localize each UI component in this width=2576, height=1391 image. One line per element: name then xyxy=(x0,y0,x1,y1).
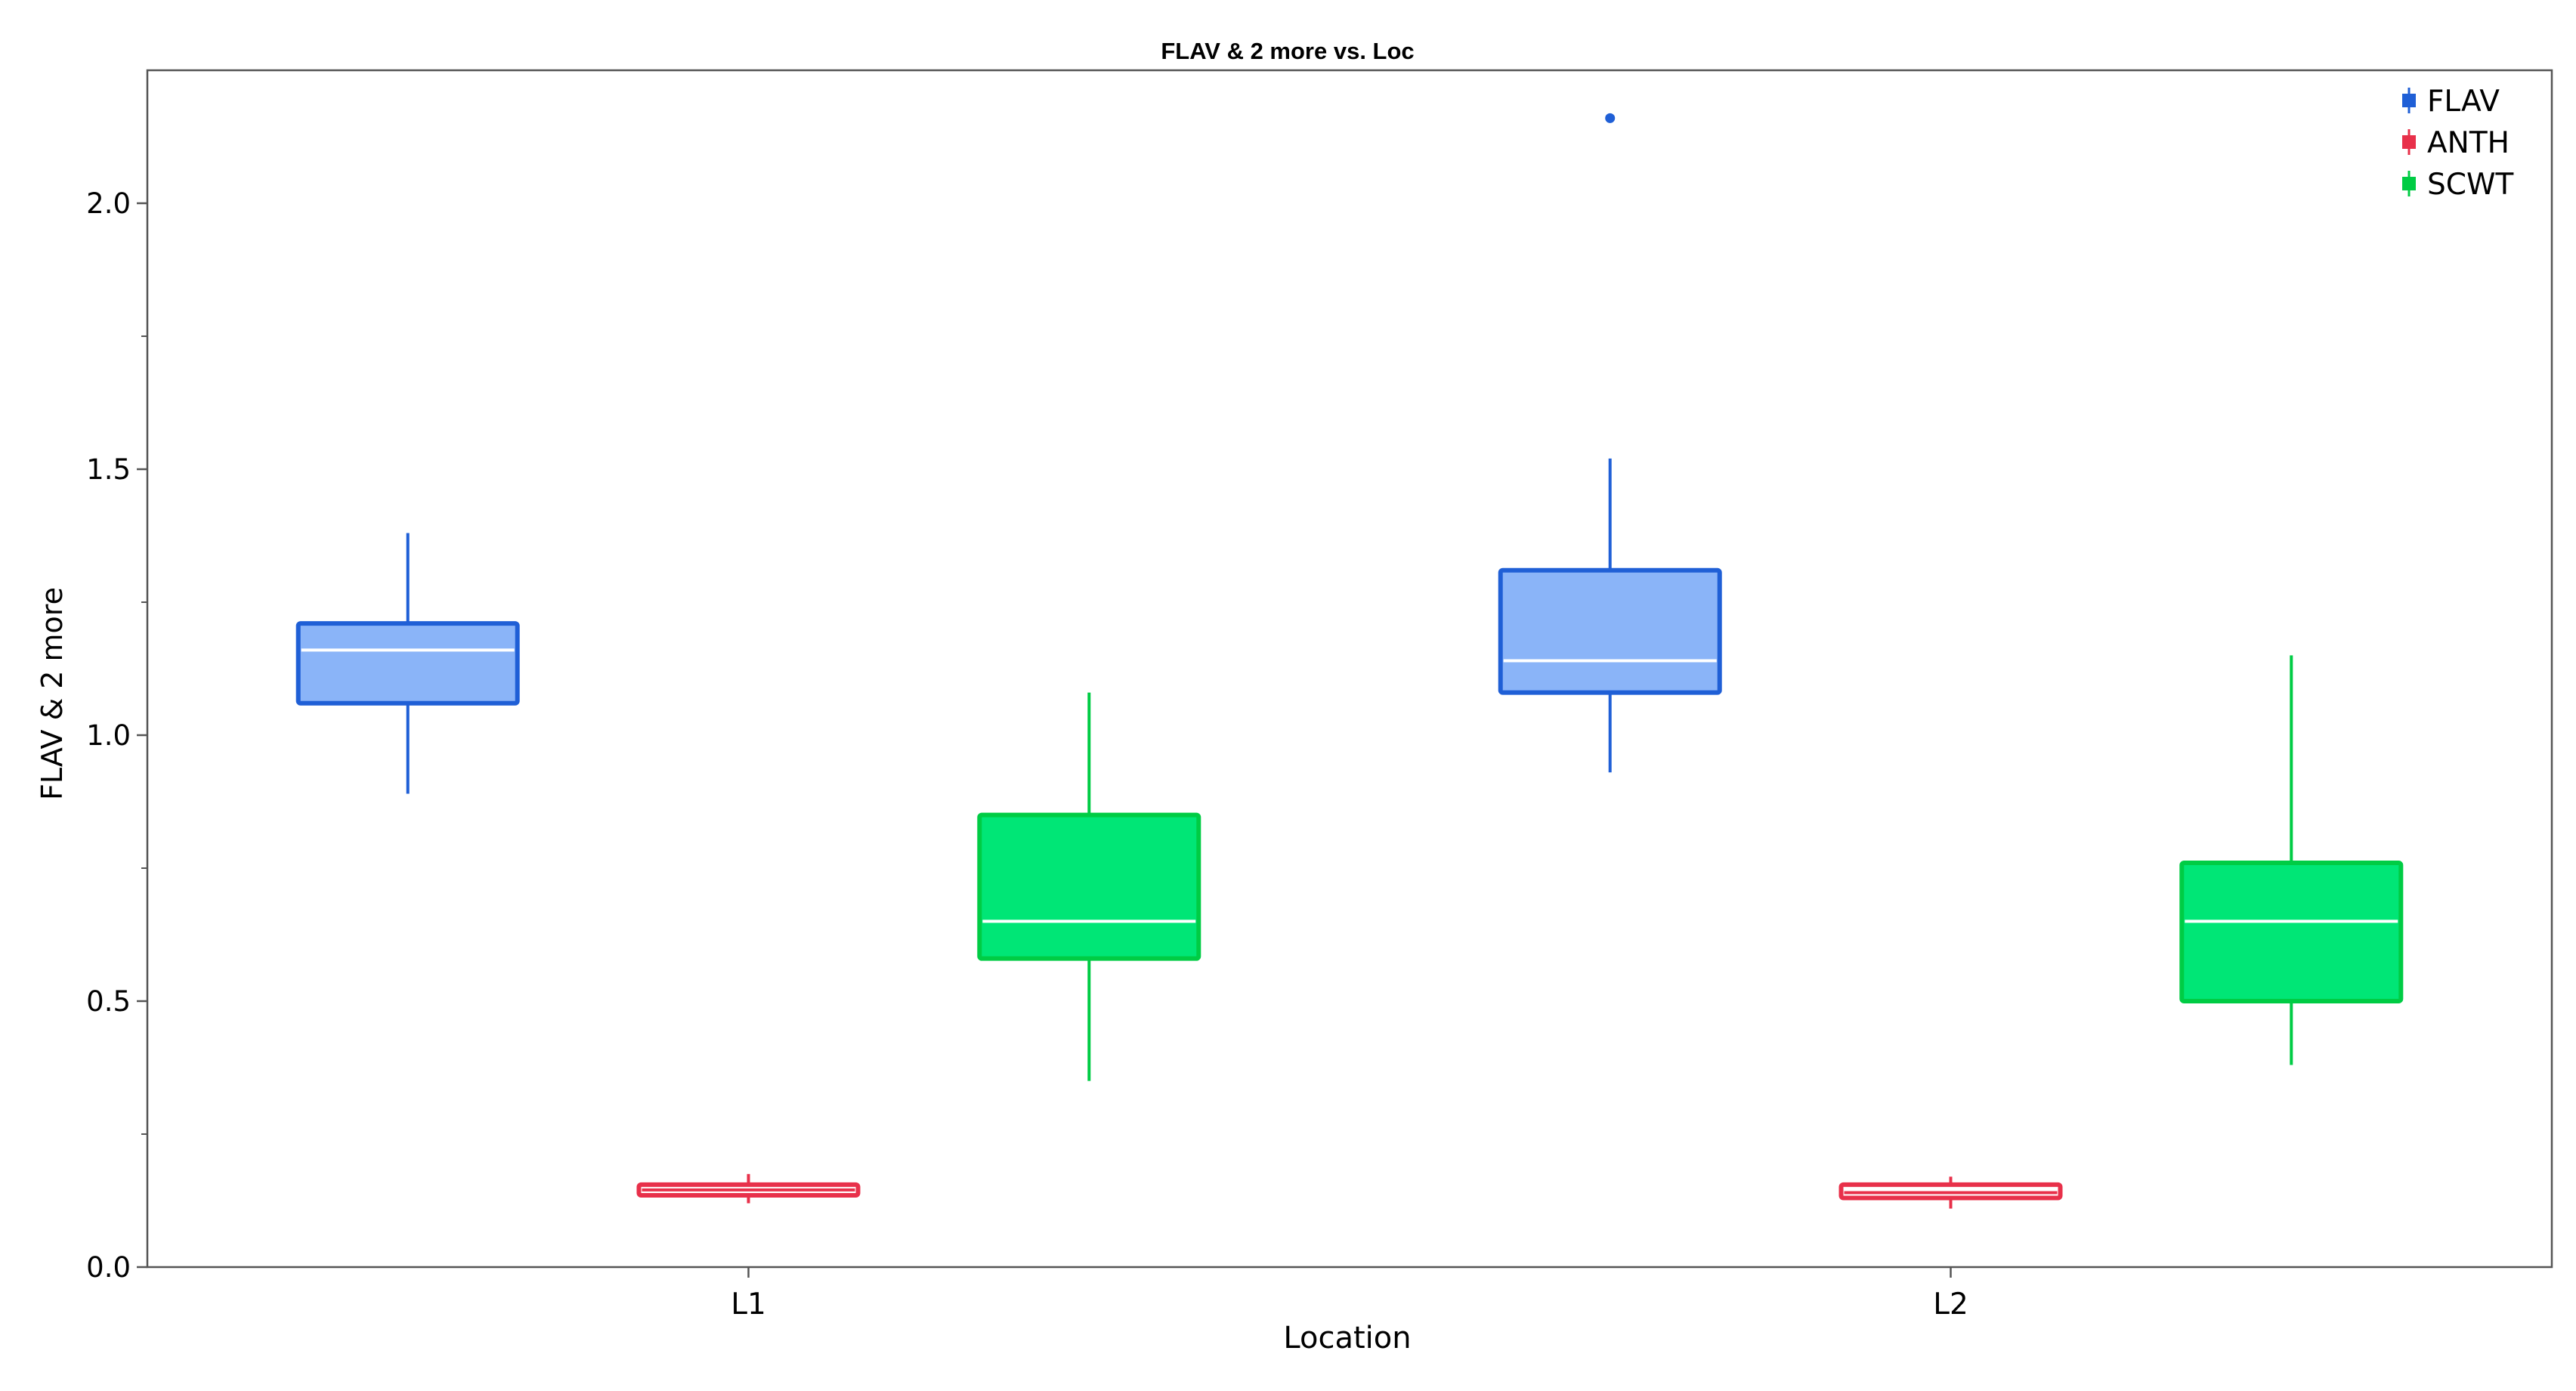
box-flav-l1 xyxy=(295,533,520,794)
y-axis-ticks: 0.0 0.5 1.0 1.5 2.0 xyxy=(86,187,147,1284)
legend-label: ANTH xyxy=(2427,126,2510,160)
box-body xyxy=(2179,860,2404,1003)
box-body xyxy=(1498,567,1722,695)
y-tick-label: 0.5 xyxy=(86,985,131,1018)
box-anth-l1 xyxy=(636,1173,861,1204)
box-scwt-l1 xyxy=(977,692,1201,1081)
box-body xyxy=(295,621,520,706)
y-tick-label: 1.0 xyxy=(86,719,131,752)
box-body xyxy=(977,812,1201,961)
legend-swatch xyxy=(2402,135,2416,149)
y-axis-title: FLAV & 2 more xyxy=(36,587,69,800)
x-axis-ticks: L1 L2 xyxy=(731,1267,1968,1321)
chart-title: FLAV & 2 more vs. Loc xyxy=(1161,38,1414,64)
y-tick-label: 1.5 xyxy=(86,453,131,486)
y-tick-label: 2.0 xyxy=(86,187,131,220)
legend-label: FLAV xyxy=(2427,85,2500,119)
box-plot-marks xyxy=(295,113,2404,1209)
box-anth-l2 xyxy=(1838,1176,2063,1209)
x-tick-label: L1 xyxy=(731,1287,766,1321)
legend-label: SCWT xyxy=(2427,168,2514,202)
y-tick-label: 0.0 xyxy=(86,1251,131,1284)
x-axis-title: Location xyxy=(1283,1321,1411,1355)
legend-swatch xyxy=(2402,94,2416,107)
box-scwt-l2 xyxy=(2179,655,2404,1065)
legend: FLAV ANTH SCWT xyxy=(2402,85,2514,202)
legend-swatch xyxy=(2402,177,2416,190)
x-tick-label: L2 xyxy=(1933,1287,1968,1321)
box-flav-l2 xyxy=(1498,113,1722,773)
outlier-point xyxy=(1605,113,1616,123)
plot-area-frame xyxy=(146,69,2553,1269)
